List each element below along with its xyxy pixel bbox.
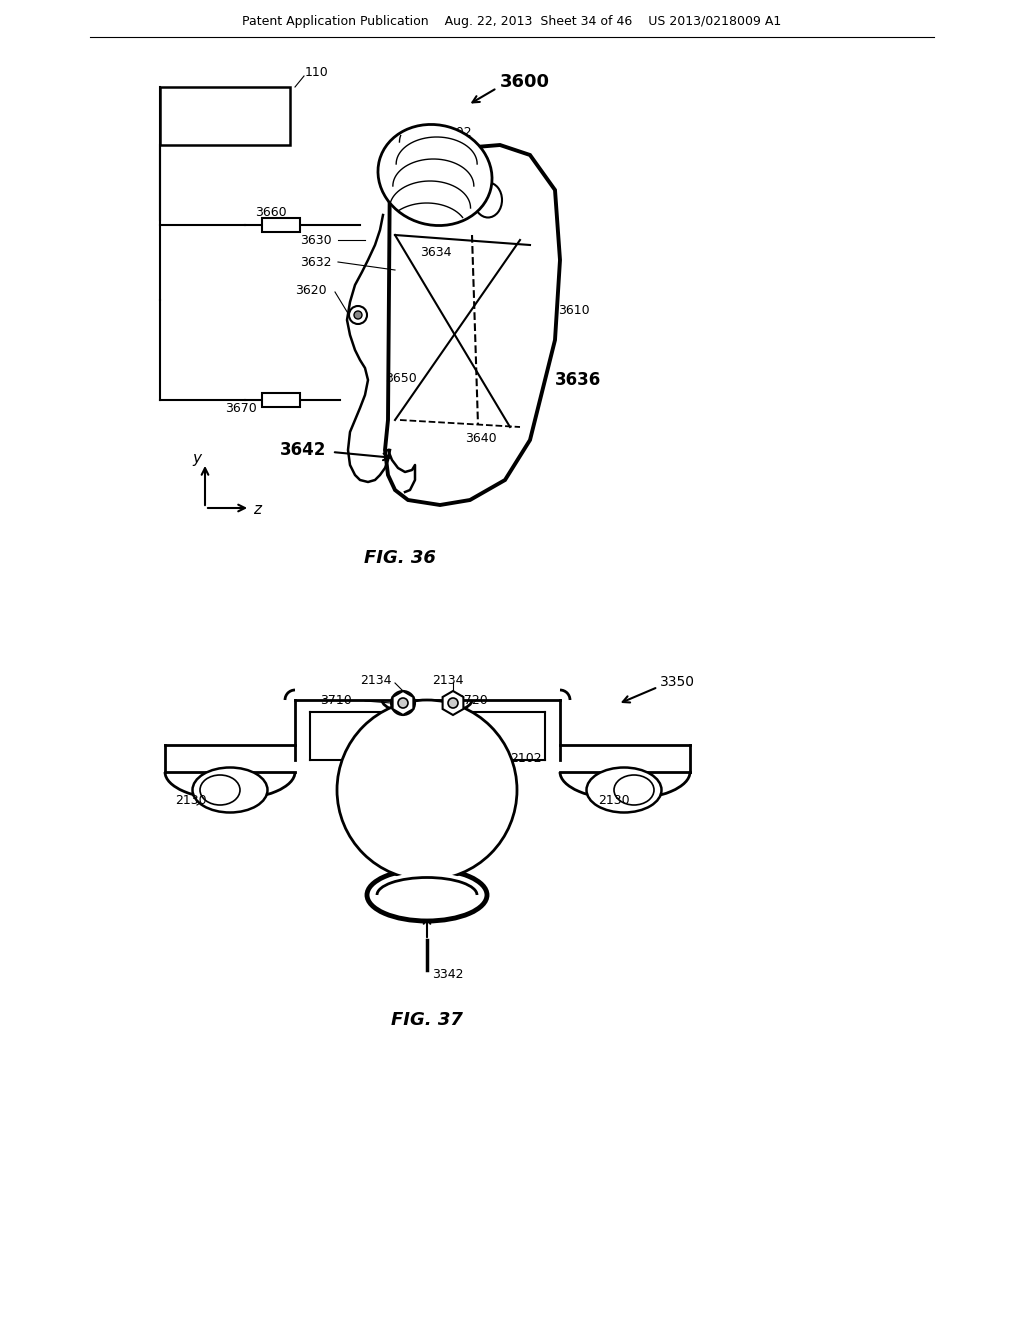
Text: 2130: 2130 — [175, 793, 207, 807]
Text: 110: 110 — [305, 66, 329, 78]
Text: Controller: Controller — [190, 117, 259, 131]
Text: 2102: 2102 — [440, 125, 472, 139]
Text: FIG. 36: FIG. 36 — [365, 549, 436, 568]
Text: 3634: 3634 — [420, 246, 452, 259]
Circle shape — [349, 306, 367, 323]
Text: 2102: 2102 — [510, 751, 542, 764]
Text: 3670: 3670 — [225, 401, 257, 414]
Text: 3340: 3340 — [449, 900, 479, 913]
Text: y: y — [193, 450, 202, 466]
Ellipse shape — [377, 873, 477, 908]
Circle shape — [449, 698, 458, 708]
Circle shape — [396, 696, 410, 710]
Text: FIG. 37: FIG. 37 — [391, 1011, 463, 1030]
Ellipse shape — [587, 767, 662, 813]
Ellipse shape — [200, 775, 240, 805]
Text: 3600: 3600 — [500, 73, 550, 91]
Text: 3620: 3620 — [295, 284, 327, 297]
Circle shape — [391, 690, 415, 715]
Ellipse shape — [614, 775, 654, 805]
Circle shape — [398, 698, 408, 708]
Text: 3660: 3660 — [255, 206, 287, 219]
Ellipse shape — [193, 767, 267, 813]
Ellipse shape — [474, 182, 502, 218]
Text: z: z — [253, 503, 261, 517]
Text: Main: Main — [209, 99, 242, 114]
Circle shape — [337, 700, 517, 880]
Circle shape — [354, 312, 362, 319]
Text: 3350: 3350 — [660, 675, 695, 689]
Text: 3642: 3642 — [280, 441, 327, 459]
Text: 2134: 2134 — [360, 673, 391, 686]
Bar — [262, 218, 300, 232]
Text: 3636: 3636 — [555, 371, 601, 389]
Text: 3630: 3630 — [300, 234, 332, 247]
Text: 3640: 3640 — [465, 432, 497, 445]
Polygon shape — [392, 690, 414, 715]
Text: 3610: 3610 — [558, 304, 590, 317]
Text: 3632: 3632 — [300, 256, 332, 268]
Ellipse shape — [378, 124, 492, 226]
Text: 3720: 3720 — [456, 694, 487, 708]
Text: 2134: 2134 — [432, 673, 464, 686]
Polygon shape — [385, 145, 560, 506]
Bar — [262, 393, 300, 407]
Text: 3342: 3342 — [432, 969, 464, 982]
Bar — [160, 87, 290, 145]
Polygon shape — [442, 690, 464, 715]
Text: Patent Application Publication    Aug. 22, 2013  Sheet 34 of 46    US 2013/02180: Patent Application Publication Aug. 22, … — [243, 16, 781, 29]
Ellipse shape — [367, 869, 487, 921]
Text: 3650: 3650 — [385, 371, 417, 384]
Text: 2130: 2130 — [598, 793, 630, 807]
Text: 3710: 3710 — [319, 694, 352, 708]
